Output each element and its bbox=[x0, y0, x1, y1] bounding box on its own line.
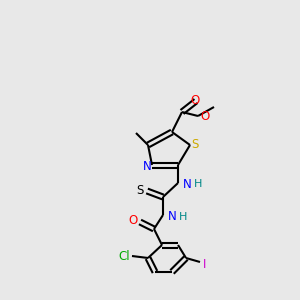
Text: O: O bbox=[190, 94, 200, 106]
Text: S: S bbox=[191, 139, 199, 152]
Text: O: O bbox=[128, 214, 138, 227]
Text: H: H bbox=[179, 212, 188, 222]
Text: N: N bbox=[168, 211, 177, 224]
Text: Cl: Cl bbox=[118, 250, 130, 262]
Text: S: S bbox=[136, 184, 144, 196]
Text: N: N bbox=[183, 178, 192, 190]
Text: N: N bbox=[142, 160, 152, 172]
Text: I: I bbox=[203, 257, 207, 271]
Text: O: O bbox=[200, 110, 210, 122]
Text: H: H bbox=[194, 179, 202, 189]
